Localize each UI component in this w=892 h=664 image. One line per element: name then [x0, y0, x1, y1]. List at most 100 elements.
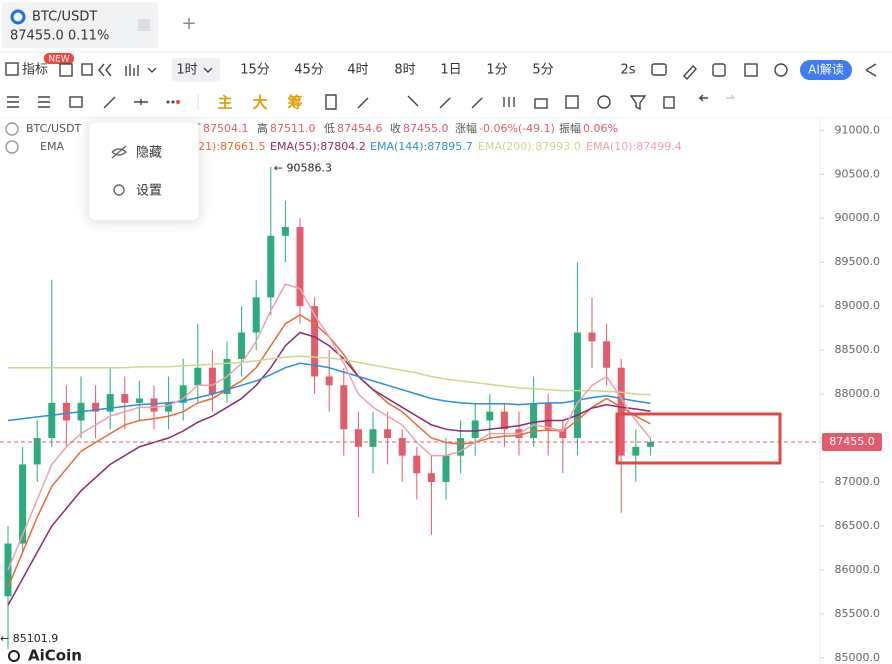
ohlc-label: 振幅: [559, 121, 581, 135]
new-badge: [44, 53, 74, 64]
ema-line: [7, 283, 651, 571]
more-dot: [166, 100, 170, 104]
last-price-label: 87455.0: [829, 435, 875, 448]
ohlc-label: 高: [257, 121, 268, 135]
more-dot[interactable]: [176, 100, 180, 104]
candle-body: [4, 543, 12, 597]
ohlc-value: 87454.6: [337, 122, 383, 135]
tab-price: 87455.0: [10, 29, 64, 44]
menu-item[interactable]: 隐藏: [136, 146, 162, 161]
legend-entry: EMA(10):87499.4: [586, 140, 682, 153]
menu-icon[interactable]: [7, 96, 19, 108]
more-dot: [171, 100, 175, 104]
indicator-button[interactable]: 指标: [22, 63, 48, 78]
camera-icon[interactable]: [651, 63, 667, 76]
menu-item[interactable]: 设置: [136, 184, 162, 199]
y-tick-label: 86500.0: [835, 519, 881, 532]
legend-entry: EMA(144):87895.7: [370, 140, 473, 153]
candle-body: [179, 385, 187, 403]
candle-body: [369, 429, 377, 447]
y-tick-label: 90500.0: [835, 167, 881, 180]
draw-button[interactable]: 大: [252, 94, 267, 112]
timeframe[interactable]: 1时: [176, 63, 197, 78]
candle-body: [194, 367, 202, 386]
logo-icon: [8, 650, 20, 662]
draw-buttons: 主大筹: [217, 94, 302, 112]
candle-body: [325, 376, 333, 386]
candle-body: [48, 402, 56, 439]
refresh-interval[interactable]: 2s: [620, 63, 635, 78]
share-icon[interactable]: [865, 63, 877, 77]
ruler-icon[interactable]: [439, 97, 451, 109]
tab-icon: [10, 9, 26, 25]
filter-icon[interactable]: [629, 95, 647, 111]
legend-entry: EMA(200):87993.0: [478, 140, 581, 153]
layout-icon[interactable]: [59, 63, 73, 77]
add-tab[interactable]: +: [181, 13, 196, 34]
legend-entry: 21):87661.5: [198, 140, 265, 153]
candle-body: [544, 402, 552, 430]
timeframe[interactable]: 15分: [240, 63, 270, 78]
y-tick-label: 88500.0: [835, 343, 881, 356]
edit-icon[interactable]: [683, 64, 697, 81]
timeframe[interactable]: 1分: [486, 63, 507, 78]
candle-body: [486, 411, 494, 421]
tab-close[interactable]: [138, 19, 150, 31]
candle-body: [33, 438, 41, 465]
tab-symbol: BTC/USDT: [32, 10, 97, 25]
tool-icon[interactable]: [325, 94, 337, 110]
ai-button[interactable]: [800, 60, 852, 80]
timeframe[interactable]: 1日: [440, 63, 461, 78]
compare-icon[interactable]: [81, 63, 93, 76]
delete-icon[interactable]: [663, 96, 675, 109]
candle-body: [252, 297, 260, 333]
symbol-label: BTC/USDT: [26, 122, 82, 135]
legend-entry: EMA(55):87804.2: [270, 140, 366, 153]
candle-body: [281, 227, 289, 236]
rect-tool[interactable]: [69, 96, 83, 108]
brush-icon[interactable]: [471, 97, 483, 109]
ema-line: [8, 355, 651, 396]
ema-legend: 21):87661.5 EMA(55):87804.2 EMA(144):87895…: [198, 140, 682, 153]
low-label: ← 85101.9: [0, 632, 58, 645]
timeframe[interactable]: 8时: [394, 63, 415, 78]
line-tool[interactable]: [103, 96, 116, 109]
collapse-icon[interactable]: [5, 122, 19, 136]
candle-body: [62, 402, 70, 421]
context-menu: [88, 121, 200, 221]
hide-icon: [111, 145, 128, 159]
tool-icon[interactable]: [357, 97, 369, 109]
ema-line: [7, 331, 651, 606]
candle-body: [457, 438, 465, 456]
candle-icon[interactable]: [503, 97, 515, 107]
list-icon[interactable]: [38, 96, 50, 108]
timeframe-chevron[interactable]: [203, 67, 213, 73]
redo-icon[interactable]: [726, 94, 736, 99]
hline-tool[interactable]: [134, 99, 148, 105]
lock-icon[interactable]: [534, 98, 548, 109]
candle-body: [354, 429, 362, 447]
fullscreen-icon[interactable]: [744, 63, 758, 77]
timeframe[interactable]: 5分: [532, 63, 553, 78]
candle-body: [121, 394, 129, 403]
timeframe[interactable]: 4时: [347, 63, 368, 78]
undo-icon[interactable]: [698, 94, 708, 102]
timeframe[interactable]: 45分: [294, 63, 324, 78]
ohlc-value: 87511.0: [270, 122, 316, 135]
candle-body: [311, 306, 319, 377]
settings-icon[interactable]: [774, 63, 788, 77]
note-icon[interactable]: [565, 95, 579, 109]
ema-line: [7, 362, 651, 422]
tab[interactable]: [2, 2, 158, 48]
draw-button[interactable]: 筹: [287, 94, 302, 112]
draw-button[interactable]: 主: [217, 94, 232, 112]
tool-icon[interactable]: [407, 95, 419, 107]
collapse-icon[interactable]: [5, 140, 19, 154]
candle-body: [471, 420, 479, 439]
back-icon[interactable]: [98, 63, 112, 77]
chart-type-icon[interactable]: [125, 64, 157, 76]
candle-body: [208, 367, 216, 395]
magnet-icon[interactable]: [597, 95, 611, 109]
window-icon[interactable]: [712, 63, 726, 77]
